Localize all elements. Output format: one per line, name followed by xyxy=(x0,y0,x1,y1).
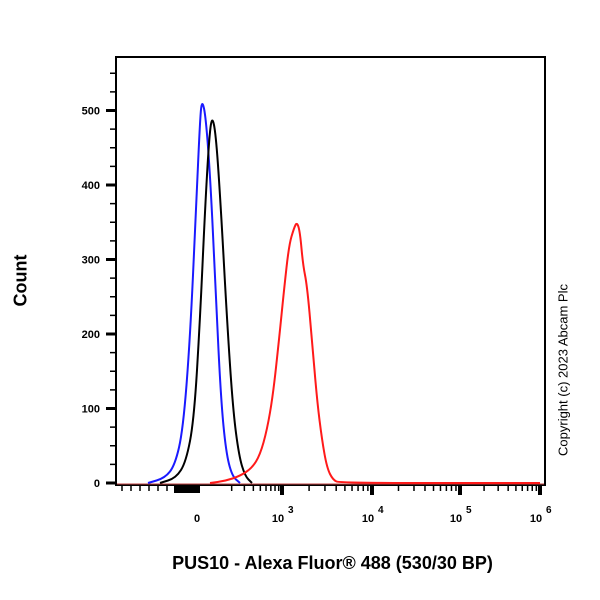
histogram-curve-2 xyxy=(209,222,540,484)
x-axis: 0 10 3 10 4 10 5 10 6 xyxy=(117,483,552,525)
plot-frame xyxy=(115,56,546,486)
histogram-series xyxy=(147,103,540,484)
x-tick-exponent: 3 xyxy=(288,505,294,516)
x-tick-label: 10 xyxy=(450,513,462,525)
y-tick-label: 300 xyxy=(82,255,100,267)
y-tick-label: 500 xyxy=(82,106,100,118)
x-tick-exponent: 4 xyxy=(378,505,384,516)
y-tick-label: 0 xyxy=(94,478,100,490)
x-tick-label: 10 xyxy=(530,513,542,525)
histogram-curve-1 xyxy=(159,119,253,484)
histogram-curve-0 xyxy=(147,103,241,484)
y-axis-label: Count xyxy=(10,254,31,307)
y-tick-label: 100 xyxy=(82,404,100,416)
x-tick-label: 0 xyxy=(194,513,200,525)
copyright-notice: Copyright (c) 2023 Abcam Plc xyxy=(555,284,571,456)
y-tick-label: 200 xyxy=(82,329,100,341)
x-tick-label: 10 xyxy=(362,513,374,525)
x-tick-exponent: 6 xyxy=(546,505,552,516)
y-axis: 0 100 200 300 400 500 xyxy=(82,72,116,490)
x-tick-exponent: 5 xyxy=(466,505,472,516)
y-tick-label: 400 xyxy=(82,180,100,192)
x-tick-label: 10 xyxy=(272,513,284,525)
x-axis-label: PUS10 - Alexa Fluor® 488 (530/30 BP) xyxy=(172,553,493,573)
